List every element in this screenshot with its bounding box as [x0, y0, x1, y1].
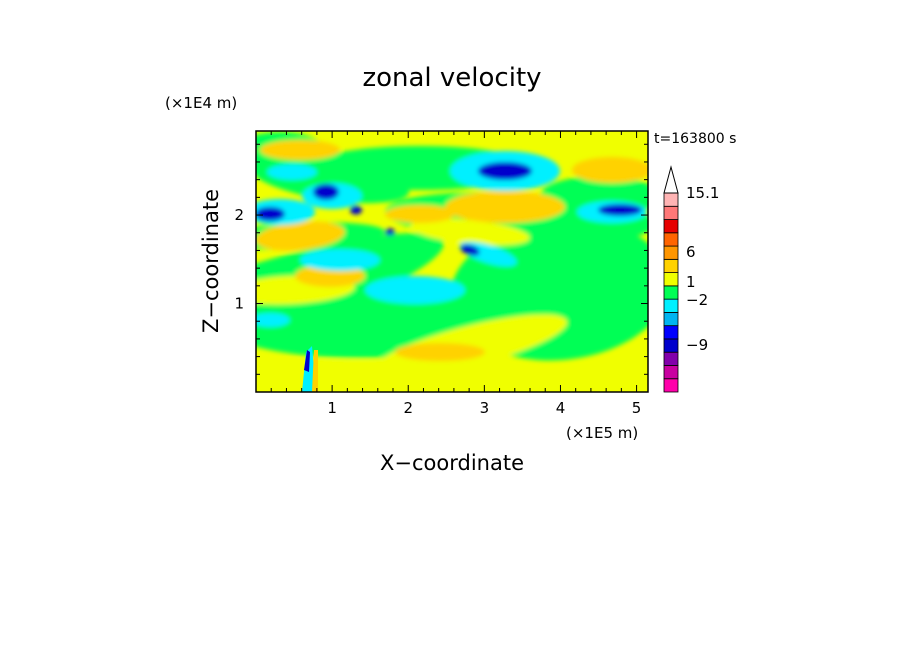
y-tick-label: 1: [234, 295, 244, 313]
colorbar-swatch: [663, 258, 679, 274]
field-region: [410, 218, 530, 246]
x-tick-label: 1: [327, 399, 337, 417]
colorbar-swatch: [663, 219, 679, 234]
time-label: t=163800 s: [654, 131, 736, 147]
field-region: [385, 228, 395, 236]
colorbar-swatch: [663, 192, 679, 207]
colorbar-swatch: [663, 298, 679, 313]
field-streak: [312, 350, 318, 392]
field-region: [300, 249, 380, 271]
colorbar-label: 1: [686, 273, 696, 291]
colorbar-swatch: [663, 325, 679, 340]
field-region: [365, 276, 465, 304]
field-blobs: [256, 132, 648, 383]
colorbar-swatch: [663, 365, 679, 380]
field-region: [350, 205, 362, 215]
field-region: [256, 313, 290, 327]
axis-ticks: 1 2 3 4 5 1 2: [234, 131, 648, 417]
colorbar-swatch: [663, 272, 679, 287]
y-axis-unit: (×1E4 m): [165, 94, 237, 112]
field-region: [395, 343, 485, 361]
field-region: [385, 205, 455, 223]
field-region: [256, 221, 345, 251]
x-tick-label: 5: [632, 399, 642, 417]
field-region: [460, 244, 480, 256]
x-tick-label: 4: [556, 399, 566, 417]
chart-title: zonal velocity: [362, 63, 541, 93]
y-tick-label: 2: [234, 206, 244, 224]
colorbar-arrow: [663, 165, 679, 194]
colorbar-swatch: [663, 311, 679, 327]
field-region: [572, 157, 648, 183]
colorbar-swatch: [663, 245, 679, 260]
colorbar-swatch: [663, 378, 679, 393]
plot-frame: [255, 130, 649, 393]
field-region: [256, 207, 285, 221]
colorbar-label: 6: [686, 243, 696, 261]
x-axis-label: X−coordinate: [380, 451, 524, 475]
field-region: [445, 191, 565, 223]
colorbar-label: −9: [686, 336, 708, 354]
x-axis-unit: (×1E5 m): [566, 424, 638, 442]
colorbar-label: −2: [686, 291, 708, 309]
field-region: [478, 162, 532, 180]
plot-area: 1 2 3 4 5 1 2: [234, 130, 649, 417]
colorbar-swatch: [663, 232, 679, 247]
field-region: [313, 184, 339, 200]
colorbar-swatch: [663, 205, 679, 220]
velocity-field: [256, 132, 648, 392]
colorbar: 15.1 6 1−2 −9: [663, 165, 719, 393]
colorbar-swatch: [663, 351, 679, 366]
x-tick-label: 2: [403, 399, 413, 417]
field-region: [267, 164, 317, 180]
field-region: [598, 204, 642, 216]
colorbar-swatch: [663, 285, 679, 300]
x-tick-label: 3: [480, 399, 490, 417]
field-region: [260, 140, 340, 160]
y-axis-label: Z−coordinate: [199, 189, 223, 333]
field-streak: [304, 350, 310, 372]
colorbar-swatch: [663, 338, 679, 353]
colorbar-label: 15.1: [686, 184, 719, 202]
